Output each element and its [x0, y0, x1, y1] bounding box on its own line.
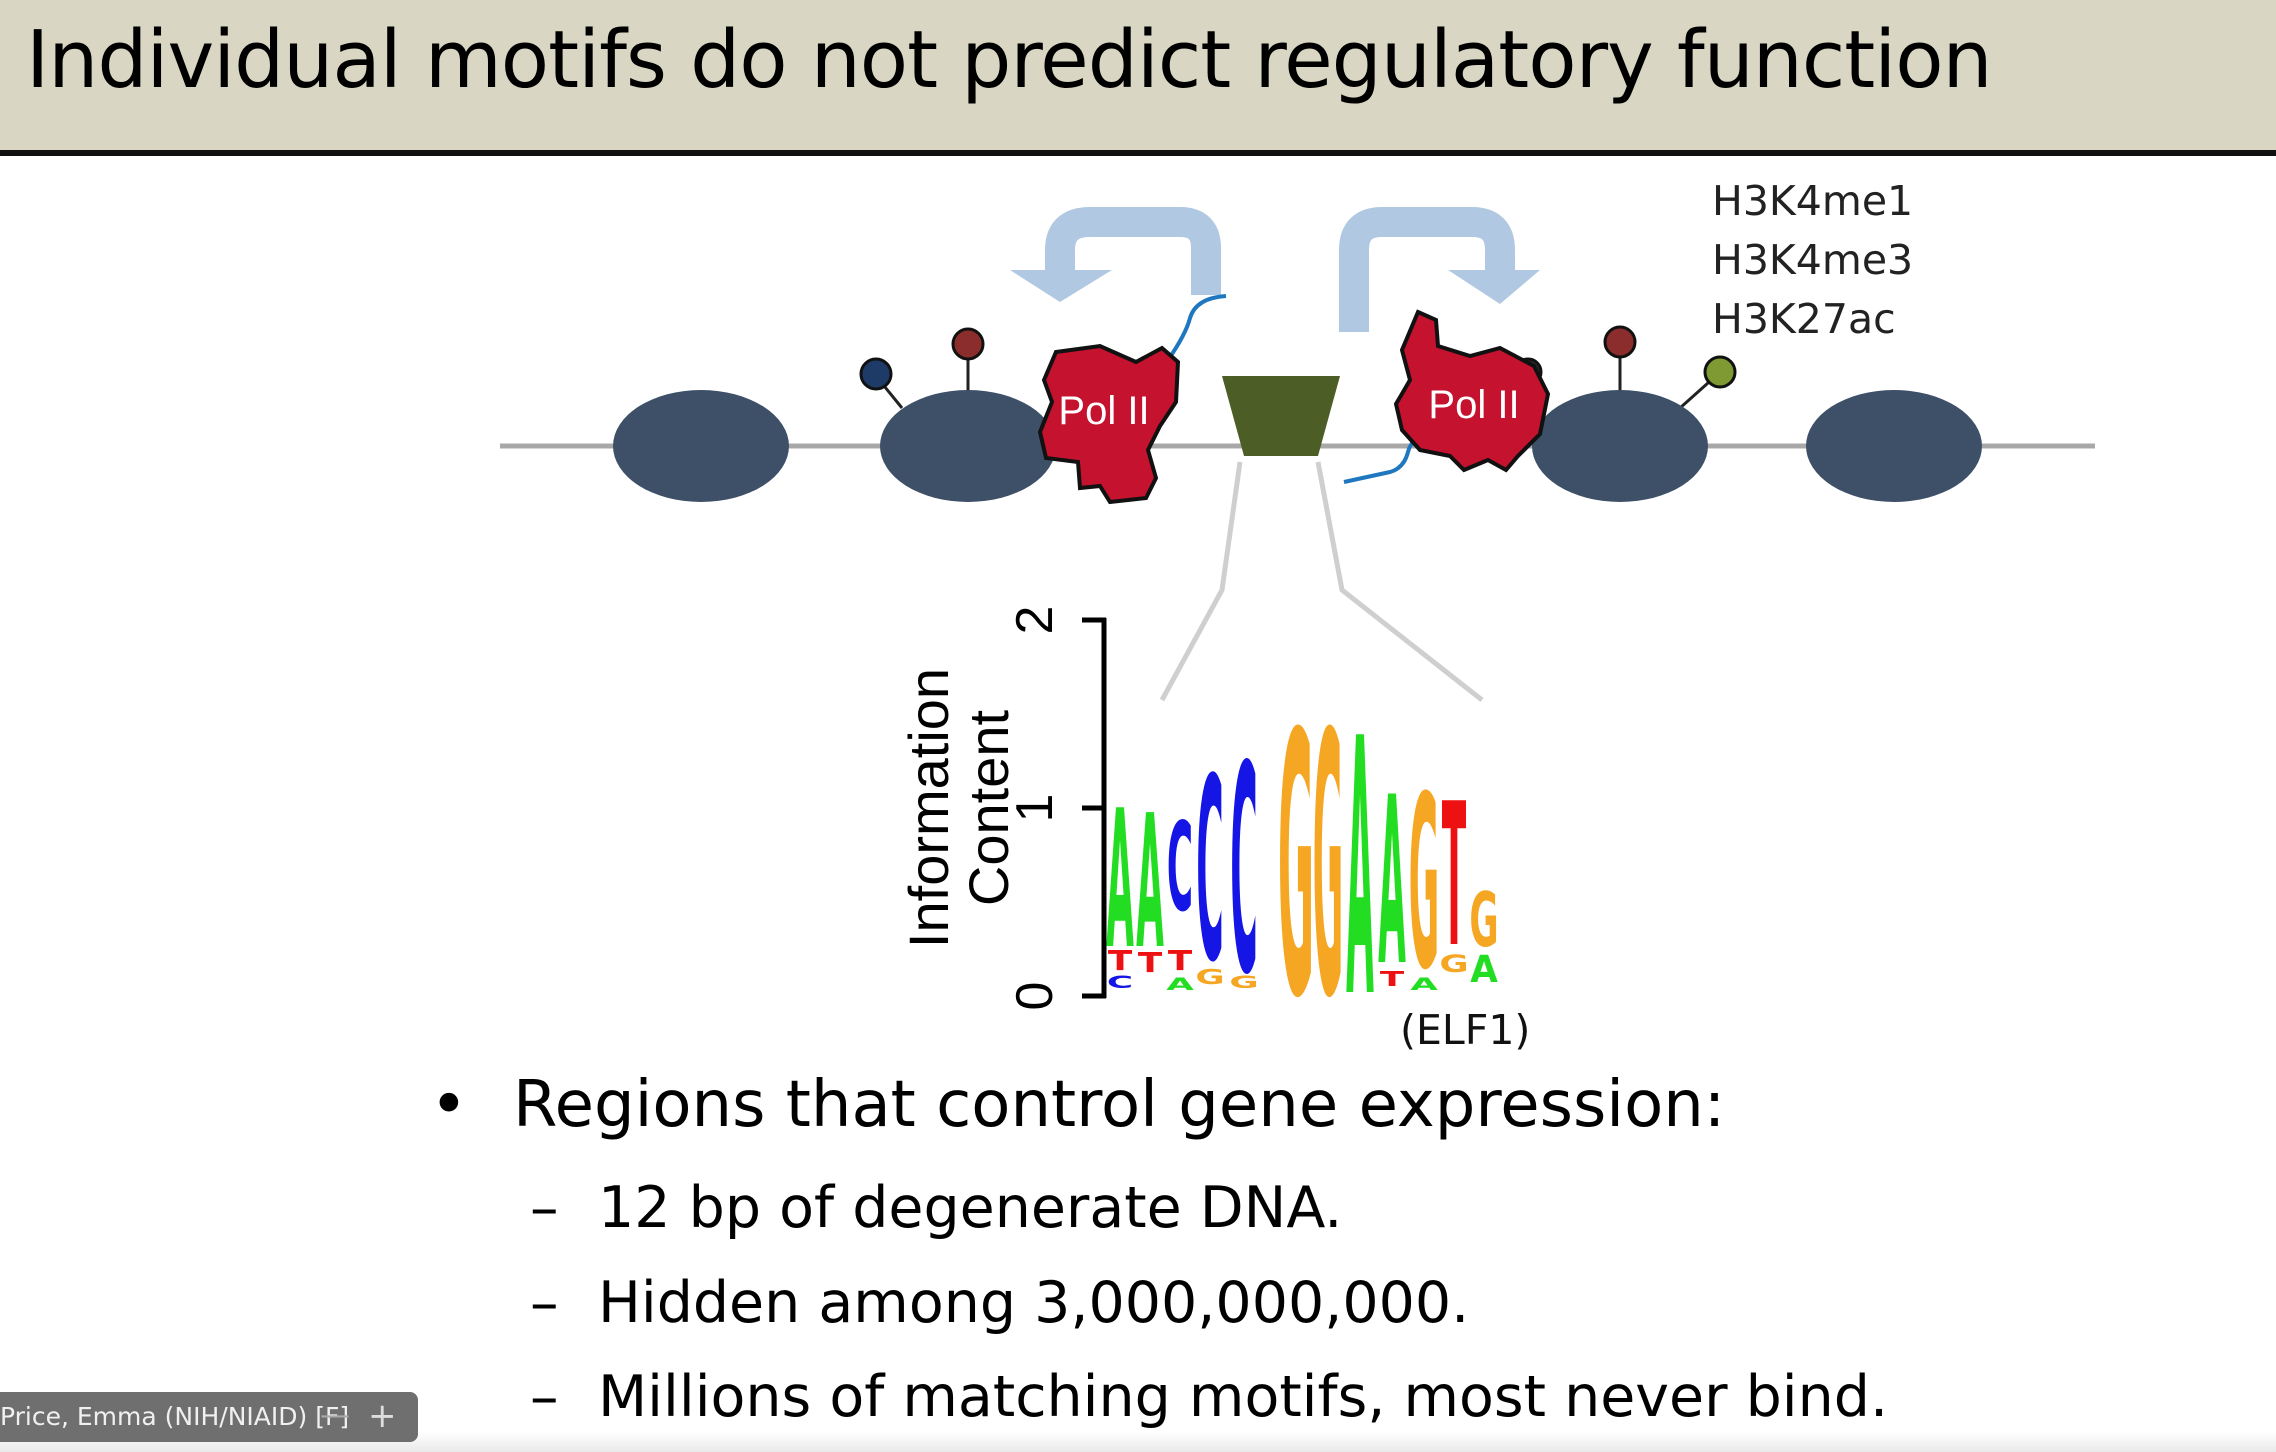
logo-letter: G [1229, 972, 1258, 992]
logo-ylabel-line2: Content [957, 709, 1020, 906]
bullet-text: Regions that control gene expression: [513, 1068, 1726, 1142]
logo-letter: C [1230, 706, 1257, 1038]
logo-tick-1: 1 [1006, 794, 1064, 823]
nucleosome [1532, 390, 1708, 502]
logo-letter: A [1346, 666, 1374, 1077]
histone-mark-label: H3K4me3 [1712, 236, 1914, 284]
sequence-logo: A T C A T C T A C G C G G G A A T G A T … [1106, 658, 1498, 1078]
expand-icon[interactable]: + [368, 1396, 397, 1436]
sub-bullet-text: Hidden among 3,000,000,000. [598, 1270, 1470, 1336]
transcription-arrow-left [1045, 207, 1221, 295]
logo-letter: A [1106, 771, 1134, 992]
slide-title: Individual motifs do not predict regulat… [26, 14, 1993, 106]
logo-letter: T [1442, 762, 1466, 992]
rna-left [1166, 294, 1227, 362]
sub-bullet-dash: – [530, 1270, 559, 1336]
sub-bullet-text: Millions of matching motifs, most never … [598, 1364, 1889, 1430]
pol-ii-left-shape [1037, 343, 1181, 505]
logo-letter: T [1138, 948, 1163, 979]
zoom-line-right [1315, 461, 1484, 702]
transcription-factor [1222, 376, 1340, 456]
logo-letter: G [1278, 658, 1314, 1078]
logo-letter: G [1409, 747, 1440, 1024]
logo-letter: C [1107, 972, 1133, 992]
logo-tick-2: 2 [1006, 606, 1064, 635]
histone-mark-green [1703, 355, 1737, 389]
histone-marks-list: H3K4me1 H3K4me3 H3K27ac [1712, 172, 1913, 349]
histone-mark-label: H3K4me1 [1712, 177, 1914, 225]
transcription-arrowhead-right [1448, 270, 1540, 304]
zoom-line-left [1159, 461, 1243, 702]
logo-letter: A [1410, 974, 1438, 994]
motif-label: (ELF1) [1400, 1006, 1531, 1054]
sub-bullet-dash: – [530, 1364, 559, 1430]
logo-letter: A [1166, 974, 1194, 994]
logo-letter: A [1136, 777, 1164, 991]
histone-mark-label: H3K27ac [1712, 295, 1896, 343]
transcription-arrow-right [1339, 207, 1515, 332]
logo-tick-0: 0 [1006, 982, 1064, 1011]
pol-ii-right-shape [1393, 309, 1551, 473]
logo-letter: A [1470, 947, 1498, 991]
logo-letter: G [1469, 877, 1498, 964]
histone-mark-red-right [1603, 325, 1637, 359]
bullet-marker: • [430, 1068, 468, 1142]
logo-letter: T [1380, 967, 1405, 991]
participant-name-tag[interactable]: Price, Emma (NIH/NIAID) [F] — + [0, 1392, 418, 1442]
logo-letter: C [1196, 726, 1223, 1018]
pol-ii-right-label: Pol II [1428, 383, 1519, 427]
nucleosome [880, 390, 1056, 502]
logo-letter: G [1195, 965, 1224, 989]
logo-letter: G [1313, 659, 1344, 1078]
histone-mark-red [951, 327, 985, 361]
sub-bullet-text: 12 bp of degenerate DNA. [598, 1175, 1343, 1241]
logo-letter: T [1108, 946, 1133, 977]
bottom-edge [0, 1432, 2276, 1452]
nucleosome [613, 390, 789, 502]
histone-mark-blue [859, 357, 893, 391]
logo-letter: T [1168, 946, 1193, 977]
logo-letter: G [1439, 951, 1468, 978]
transcription-arrowhead-left [1010, 270, 1112, 302]
logo-letter: A [1378, 748, 1406, 1018]
logo-letter: C [1167, 797, 1193, 940]
title-bar: Individual motifs do not predict regulat… [0, 0, 2276, 156]
nucleosome [1806, 390, 1982, 502]
participant-name: Price, Emma (NIH/NIAID) [F] [0, 1402, 350, 1431]
minimize-icon[interactable]: — [320, 1398, 350, 1433]
logo-ylabel-line1: Information [897, 668, 960, 948]
pol-ii-left-label: Pol II [1058, 389, 1149, 433]
sub-bullet-dash: – [530, 1175, 559, 1241]
